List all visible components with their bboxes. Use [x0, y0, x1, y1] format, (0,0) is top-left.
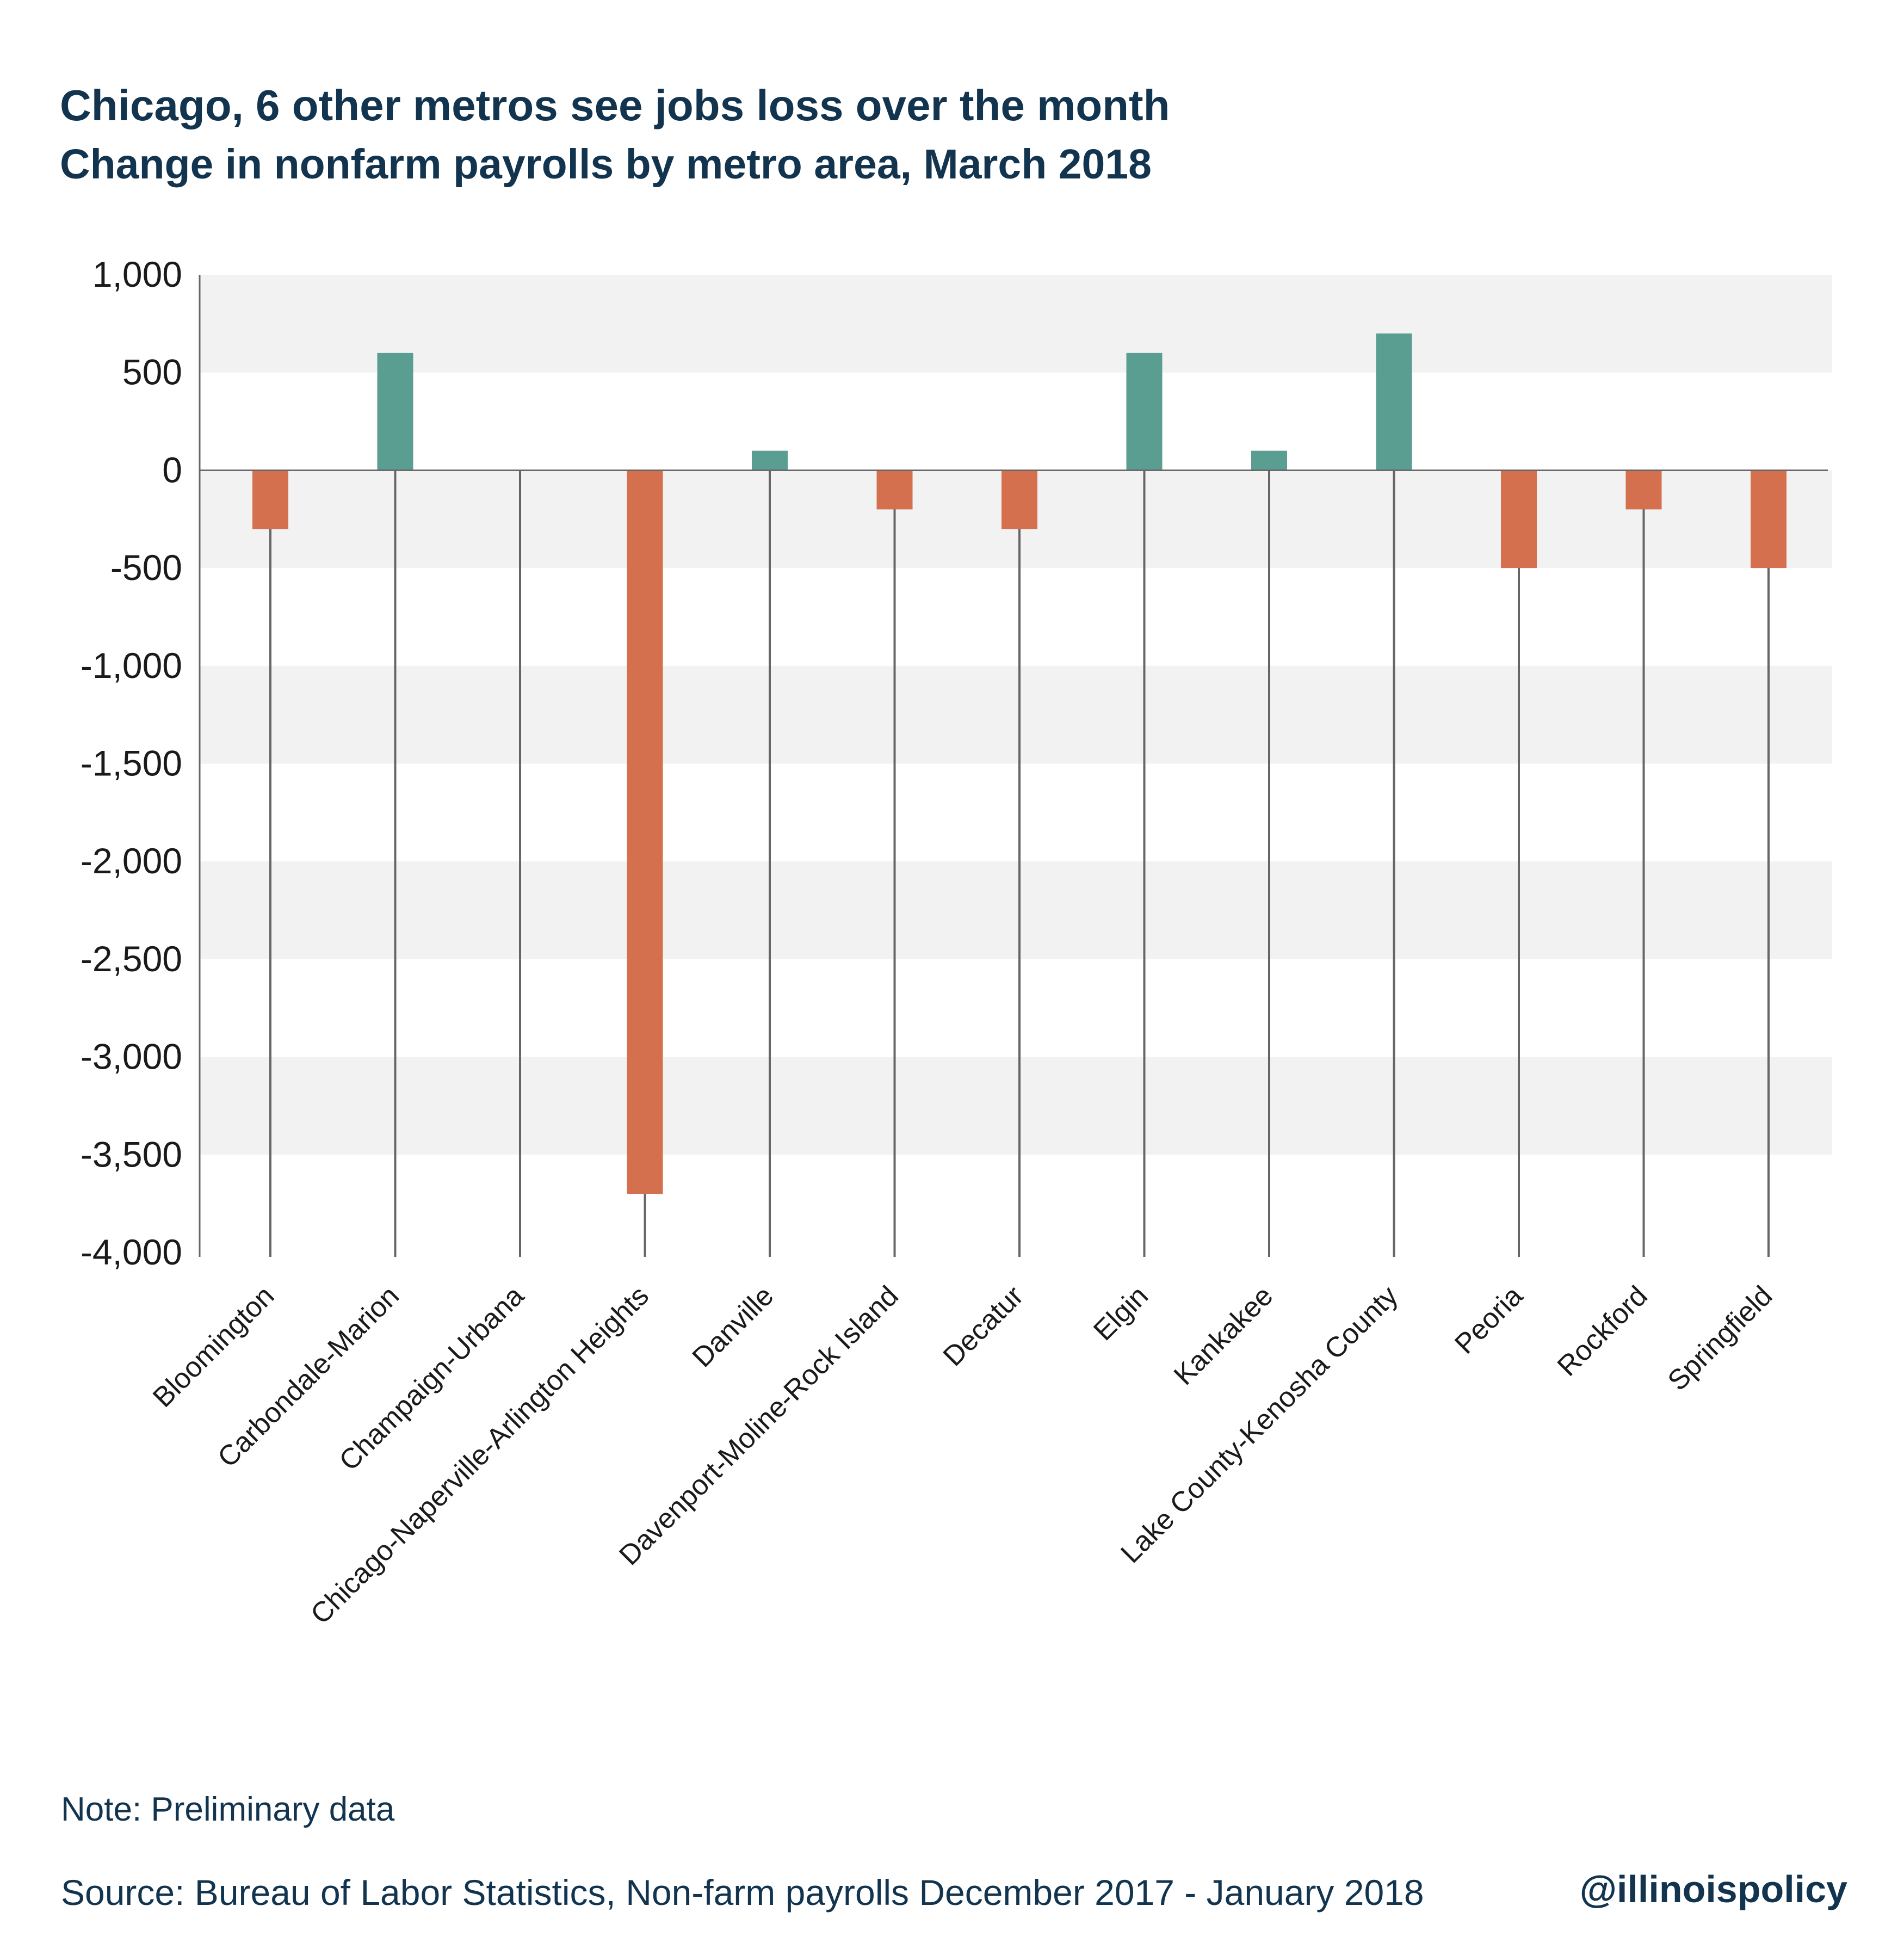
grid-band: [200, 1057, 1832, 1155]
source-text: Source: Bureau of Labor Statistics, Non-…: [61, 1872, 1424, 1913]
axes: [199, 275, 1828, 1257]
y-tick-label: -2,000: [81, 841, 182, 881]
x-tick-label: Danville: [687, 1280, 780, 1373]
x-tick-label: Davenport-Moline-Rock Island: [613, 1280, 905, 1571]
grid-band: [200, 861, 1832, 959]
bar: [1751, 470, 1786, 569]
x-tick-label: Springfield: [1662, 1280, 1779, 1397]
bars: [252, 333, 1786, 1194]
x-tick-label: Bloomington: [147, 1280, 280, 1413]
y-tick-label: -1,500: [81, 743, 182, 784]
grid-band: [200, 275, 1832, 373]
y-tick-label: -3,000: [81, 1037, 182, 1077]
bar: [876, 470, 913, 510]
brand-handle: @illinoispolicy: [1579, 1868, 1847, 1910]
y-tick-label: -500: [110, 547, 182, 588]
x-tick-label: Peoria: [1449, 1280, 1529, 1360]
y-tick-label: 500: [122, 352, 182, 392]
bar: [627, 470, 663, 1194]
bar: [1002, 470, 1037, 529]
x-tick-labels: BloomingtonCarbondale-MarionChampaign-Ur…: [147, 1280, 1778, 1630]
y-tick-label: -3,500: [81, 1134, 182, 1174]
note-text: Note: Preliminary data: [61, 1791, 395, 1828]
background-bands: [200, 275, 1832, 1155]
x-tick-label: Decatur: [937, 1280, 1030, 1372]
bar: [1251, 451, 1287, 471]
bar: [1501, 470, 1537, 569]
bar: [1625, 470, 1662, 510]
y-tick-label: -4,000: [81, 1232, 182, 1272]
x-tick-label: Kankakee: [1168, 1280, 1279, 1391]
chart-title: Chicago, 6 other metros see jobs loss ov…: [60, 81, 1170, 129]
x-tick-label: Elgin: [1087, 1280, 1154, 1347]
grid-band: [200, 665, 1832, 764]
y-tick-label: -1,000: [81, 645, 182, 686]
x-tick-label: Lake County-Kenosha County: [1115, 1280, 1404, 1569]
bar: [1126, 353, 1163, 471]
y-tick-label: 0: [162, 449, 182, 490]
y-tick-label: 1,000: [92, 254, 182, 294]
y-tick-label: -2,500: [81, 939, 182, 979]
x-tick-label: Rockford: [1551, 1280, 1654, 1382]
y-tick-labels: 1,000 500 0 -500 -1,000 -1,500 -2,000 -2,500 -3,…: [81, 254, 182, 1272]
bar: [252, 470, 288, 529]
bar: [1376, 333, 1412, 471]
bar: [752, 451, 788, 471]
bar: [377, 353, 413, 471]
chart-subtitle: Change in nonfarm payrolls by metro area…: [60, 141, 1152, 188]
bar-chart: 1,000 500 0 -500 -1,000 -1,500 -2,000 -2,500 -3,…: [81, 254, 1832, 1630]
